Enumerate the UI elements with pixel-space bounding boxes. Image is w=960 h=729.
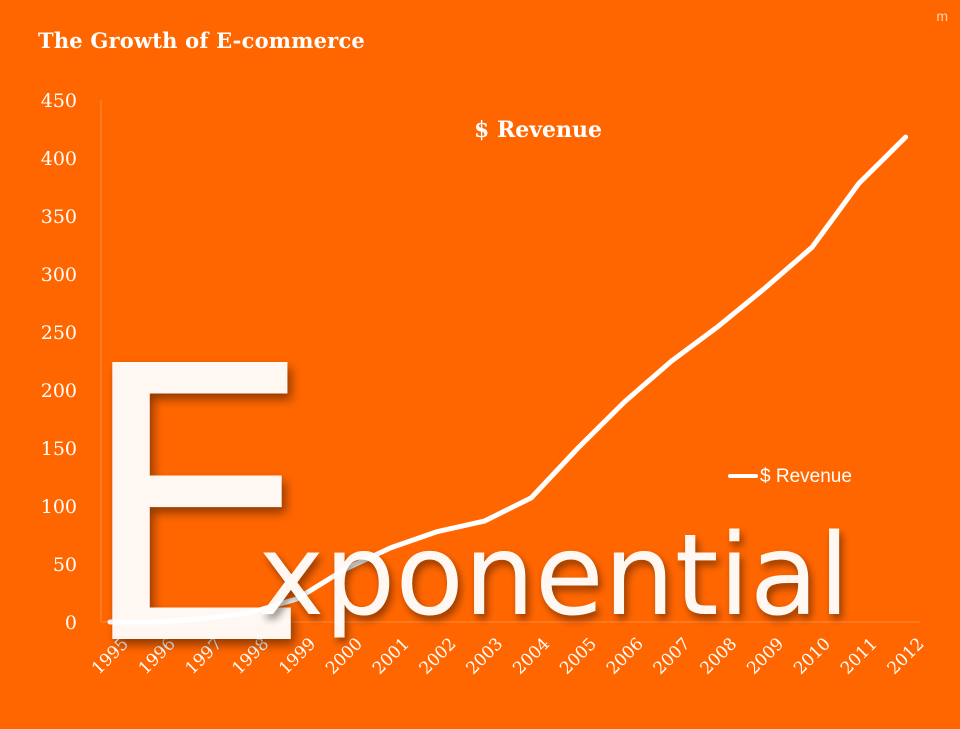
x-tick-label: 2010 xyxy=(790,634,835,679)
y-tick-label: 200 xyxy=(41,380,77,402)
x-tick-label: 2003 xyxy=(462,634,507,679)
x-tick-label: 2000 xyxy=(322,634,367,679)
x-tick-label: 2012 xyxy=(884,634,929,679)
series-line xyxy=(107,134,909,625)
x-tick-label: 2007 xyxy=(650,634,695,679)
x-tick-label: 1999 xyxy=(275,634,320,679)
x-tick-label: 2005 xyxy=(556,634,601,679)
y-tick-label: 450 xyxy=(41,90,77,112)
x-tick-label: 2002 xyxy=(416,634,461,679)
y-tick-label: 250 xyxy=(41,322,77,344)
legend: $ Revenue xyxy=(728,466,852,487)
legend-label: $ Revenue xyxy=(760,466,852,487)
x-tick-label: 2009 xyxy=(743,634,788,679)
x-tick-label: 2001 xyxy=(369,634,414,679)
x-tick-label: 1995 xyxy=(88,634,133,679)
corner-mark: m xyxy=(936,8,948,24)
x-tick-label: 2006 xyxy=(603,634,648,679)
y-tick-label: 150 xyxy=(41,438,77,460)
y-axis-ticks: 0 50 100 150 200 250 300 350 400 450 xyxy=(41,90,77,634)
slide-title: The Growth of E-commerce xyxy=(38,28,365,53)
x-tick-label: 2004 xyxy=(509,634,554,679)
chart-title: $ Revenue xyxy=(474,117,602,143)
x-tick-label: 1997 xyxy=(182,634,227,679)
y-tick-label: 350 xyxy=(41,206,77,228)
x-tick-label: 2011 xyxy=(837,634,882,679)
x-tick-label: 1998 xyxy=(228,634,273,679)
y-tick-label: 0 xyxy=(65,612,77,634)
series-layer xyxy=(107,134,909,625)
x-tick-label: 2008 xyxy=(696,634,741,679)
x-tick-label: 1996 xyxy=(135,634,180,679)
x-axis-ticks: 1995 1996 1997 1998 1999 2000 2001 2002 2003 2004… xyxy=(88,634,928,679)
y-tick-label: 50 xyxy=(53,554,77,576)
y-tick-label: 300 xyxy=(41,264,77,286)
y-tick-label: 400 xyxy=(41,148,77,170)
y-tick-label: 100 xyxy=(41,496,77,518)
